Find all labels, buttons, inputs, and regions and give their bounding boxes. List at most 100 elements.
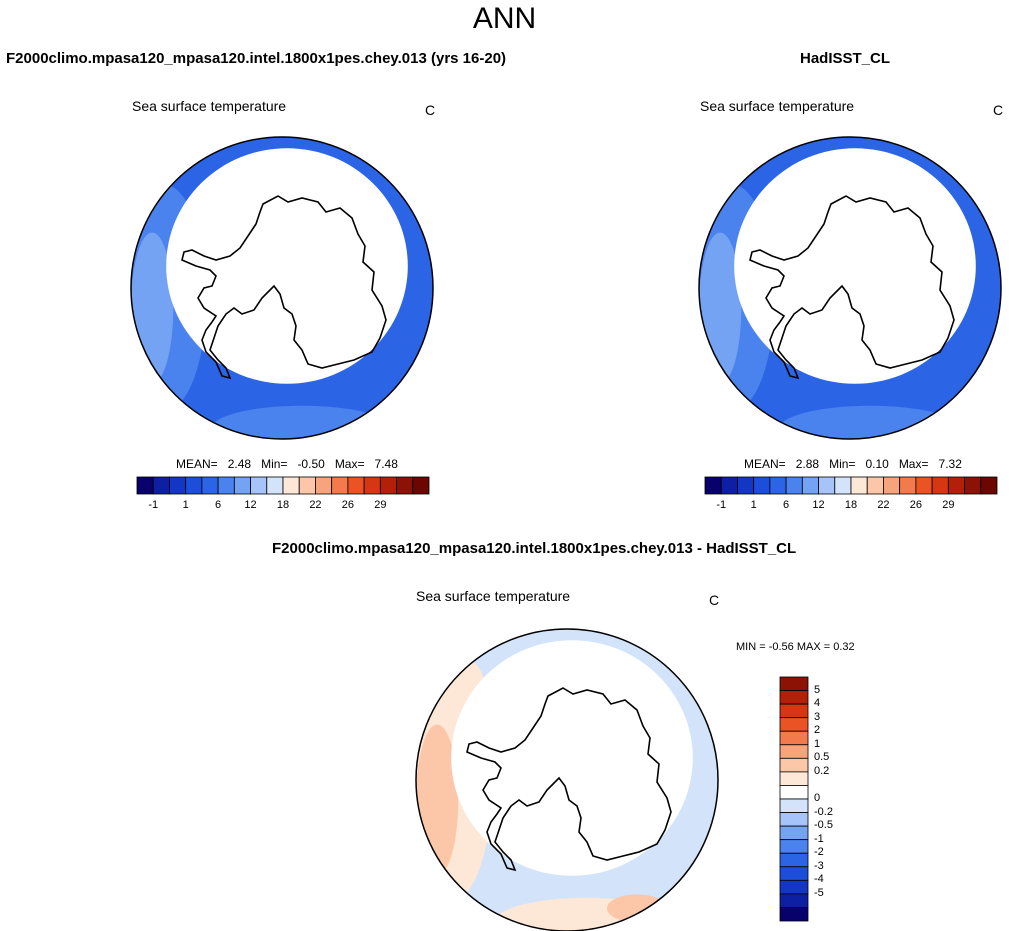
obs-mean-value: 2.88 [795,457,820,471]
diff-variable-label: Sea surface temperature [416,588,571,604]
diff-colorbar-tick-label: -0.5 [814,819,833,832]
model-colorbar-swatch [347,476,365,495]
diff-colorbar-swatch [779,879,809,895]
obs-colorbar-tick-label: 6 [783,499,790,511]
obs-colorbar-tick-label: 18 [844,499,858,511]
diff-field-warm-patch [607,894,667,923]
diff-colorbar-tick-label: -0.2 [814,805,833,818]
obs-colorbar-swatch [834,476,852,495]
model-colorbar-tick-label: 6 [215,499,222,511]
model-colorbar-swatch [266,476,284,495]
obs-map [698,136,1002,440]
diff-colorbar-swatch [779,785,809,800]
page-title: ANN [472,2,537,35]
model-colorbar-swatch [298,476,316,495]
model-mean-value: 2.48 [227,457,252,471]
model-colorbar-tick-label: 29 [374,499,387,511]
diff-colorbar-tick-label: 0 [814,792,821,804]
diff-colorbar-swatch [779,771,809,786]
diff-colorbar-swatch [779,676,809,691]
obs-colorbar-swatch [704,476,722,495]
obs-colorbar-tick-label: 1 [750,499,757,511]
obs-field-south [779,405,961,439]
obs-colorbar-swatch [737,476,755,495]
obs-colorbar-swatch [899,476,917,495]
obs-min-value: 0.10 [865,457,889,471]
obs-sea-ice-mask [734,148,976,384]
obs-colorbar-tick-label: 22 [877,499,890,511]
model-colorbar-swatch [396,476,414,495]
obs-units-label: C [993,102,1004,118]
model-colorbar-tick-label: 1 [182,499,189,511]
model-colorbar-swatch [363,476,381,495]
diff-sea-ice-mask [451,640,693,876]
obs-colorbar-swatch [769,476,787,495]
diff-colorbar-tick-label: 0.5 [814,751,830,764]
obs-colorbar-swatch [883,476,901,495]
obs-colorbar-swatch [980,476,998,495]
model-colorbar-tick-label: 22 [309,499,322,511]
model-sea-ice-mask [166,148,408,384]
diff-map [415,628,719,931]
diff-units-label: C [709,592,720,608]
obs-colorbar-swatch [720,476,738,495]
obs-colorbar-tick-label: 29 [942,499,955,511]
obs-variable-label: Sea surface temperature [700,98,855,114]
diff-colorbar-tick-label: 0.2 [814,764,830,777]
diff-colorbar-tick-label: 5 [814,683,821,696]
model-colorbar-swatch [412,476,430,495]
model-map-border [130,136,434,440]
obs-colorbar-tick-label: 12 [812,499,825,511]
obs-colorbar-swatch [947,476,965,495]
model-max-value: 7.48 [374,457,398,471]
model-stats: MEAN= 2.48 Min= -0.50 Max= 7.48 [176,457,398,471]
obs-mean-label: MEAN= [744,457,786,471]
model-colorbar-swatch [331,476,349,495]
model-colorbar-swatch [379,476,397,495]
diff-colorbar-swatch [779,717,809,732]
model-map-field [131,137,433,439]
obs-colorbar-swatch [931,476,949,495]
diff-colorbar [779,676,809,922]
diff-colorbar-swatch [779,703,809,719]
obs-colorbar-swatch [915,476,933,495]
obs-colorbar-swatch [850,476,868,495]
diff-colorbar-tick-label: 2 [814,724,821,737]
model-colorbar-swatch [185,476,203,495]
diff-panel-title: F2000climo.mpasa120_mpasa120.intel.1800x… [272,540,797,557]
model-colorbar-swatch [233,476,251,495]
diff-colorbar-tick-label: 4 [814,697,821,710]
diff-colorbar-swatch [779,812,809,827]
obs-colorbar-swatch [818,476,836,495]
model-colorbar-tick-label: -1 [148,499,159,511]
diff-colorbar-tick-label: 1 [814,737,821,750]
diff-map-border [415,628,719,931]
model-colorbar-tick-label: 26 [341,499,354,511]
obs-max-label: Max= [898,457,929,471]
diff-colorbar-tick-label: -4 [814,873,824,886]
diff-stats: MIN = -0.56 MAX = 0.32 [736,641,855,653]
obs-colorbar-swatch [801,476,819,495]
diff-colorbar-swatch [779,690,809,705]
obs-colorbar-swatch [964,476,982,495]
diff-colorbar-swatch [779,893,809,908]
model-units-label: C [425,102,436,118]
diff-colorbar-swatch [779,730,809,746]
diff-colorbar-swatch [779,907,809,922]
obs-colorbar [704,476,998,495]
model-colorbar-swatch [136,476,154,495]
model-variable-label: Sea surface temperature [132,98,287,114]
model-min-label: Min= [261,457,288,471]
model-colorbar-tick-label: 18 [276,499,290,511]
obs-map-border [698,136,1002,440]
model-colorbar-tick-label: 12 [244,499,257,511]
diff-colorbar-swatch [779,744,809,759]
model-map [130,136,434,440]
obs-colorbar-tick-label: 26 [909,499,922,511]
diff-colorbar-swatch [779,798,809,813]
diff-colorbar-tick-label: 3 [814,710,821,723]
model-panel-title: F2000climo.mpasa120_mpasa120.intel.1800x… [6,50,507,67]
obs-colorbar-swatch [866,476,884,495]
model-colorbar-swatch [282,476,300,495]
diff-colorbar-tick-label: -1 [814,832,824,845]
